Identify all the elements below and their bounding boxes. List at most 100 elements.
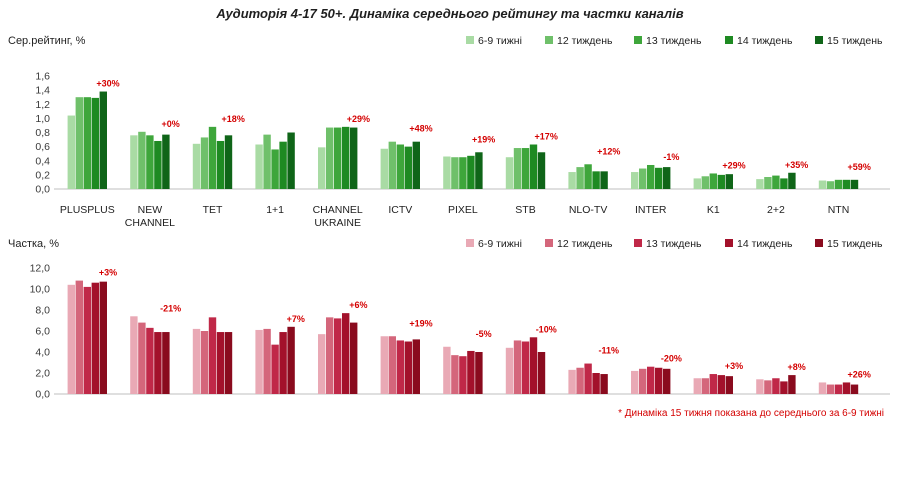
rating-legend-swatch	[725, 36, 733, 44]
share-bar	[663, 368, 671, 394]
share-bar	[537, 352, 546, 394]
share-bar	[404, 341, 412, 394]
share-legend-swatch	[815, 239, 823, 247]
share-bar	[255, 329, 263, 394]
category-label: NEW CHANNEL	[125, 204, 175, 229]
share-bar	[647, 366, 655, 394]
rating-bar	[138, 131, 146, 189]
share-legend-swatch	[634, 239, 642, 247]
rating-bar	[772, 175, 780, 189]
rating-bar	[443, 156, 451, 189]
share-bar	[451, 355, 459, 394]
rating-bar	[192, 143, 201, 189]
share-bar	[146, 327, 154, 394]
share-dynamics-label: +3%	[725, 361, 743, 371]
rating-bar	[271, 149, 279, 189]
rating-dynamics-label: +29%	[722, 160, 745, 170]
share-dynamics-label: +6%	[349, 300, 367, 310]
rating-bar	[350, 127, 358, 189]
share-bar	[568, 369, 576, 394]
rating-legend-swatch	[815, 36, 823, 44]
rating-bar	[380, 148, 388, 189]
rating-bar	[99, 91, 107, 189]
share-bar	[850, 384, 859, 394]
rating-bar	[216, 140, 225, 189]
rating-bar	[568, 172, 576, 189]
share-y-tick-label: 8,0	[35, 305, 50, 317]
rating-legend-swatch	[466, 36, 474, 44]
share-bar	[475, 352, 483, 394]
rating-bar	[342, 126, 350, 189]
share-bar	[818, 382, 827, 394]
rating-bar	[639, 168, 647, 189]
rating-legend-label: 12 тиждень	[557, 35, 613, 47]
share-bar	[138, 322, 146, 394]
rating-bar	[263, 134, 271, 189]
rating-bar	[475, 152, 483, 189]
rating-bar	[826, 181, 835, 189]
share-dynamics-label: -11%	[599, 346, 620, 356]
share-dynamics-label: +8%	[787, 362, 805, 372]
share-bar	[388, 336, 396, 394]
share-bar	[287, 326, 295, 394]
share-bar	[380, 336, 388, 394]
share-bar	[208, 317, 217, 394]
share-legend-label: 12 тиждень	[557, 238, 613, 250]
share-bar	[200, 331, 209, 394]
rating-y-tick-label: 1,2	[35, 99, 50, 111]
footnote: * Динаміка 15 тижня показана до середньо…	[618, 408, 884, 419]
share-bar	[639, 368, 647, 394]
share-bar	[756, 379, 764, 394]
rating-dynamics-label: +19%	[472, 134, 495, 144]
rating-bar	[154, 140, 162, 189]
rating-bar	[764, 176, 772, 189]
rating-bar	[67, 115, 75, 189]
rating-bar	[584, 164, 592, 189]
share-bar	[75, 280, 83, 394]
rating-dynamics-label: +17%	[535, 132, 558, 142]
share-bar	[467, 350, 475, 394]
rating-bar	[592, 171, 600, 189]
share-bar	[709, 374, 717, 394]
share-bar	[592, 373, 600, 394]
share-bar	[529, 337, 538, 394]
rating-bar	[334, 127, 342, 189]
rating-y-tick-label: 1,4	[35, 85, 50, 97]
share-bar	[459, 356, 467, 394]
rating-y-tick-label: 1,0	[35, 113, 50, 125]
rating-bar	[717, 174, 725, 189]
share-bar	[350, 322, 358, 394]
rating-bar	[701, 176, 709, 189]
rating-bar	[412, 141, 420, 189]
share-bar	[788, 375, 796, 394]
rating-bar	[521, 148, 530, 189]
category-label: INTER	[635, 204, 667, 216]
share-bar	[216, 332, 225, 394]
rating-bar	[655, 167, 663, 189]
rating-bar	[279, 141, 287, 189]
share-dynamics-label: -21%	[160, 303, 181, 313]
rating-bar	[459, 157, 467, 189]
share-panel: 0,0 2,0 4,0 6,0 8,0 10,0 12,0 +3% -21% +7% +6% +19%…	[30, 238, 890, 401]
share-bar	[279, 332, 287, 394]
share-bar	[224, 332, 233, 394]
share-dynamics-label: -10%	[536, 324, 557, 334]
category-label: 2+2	[767, 204, 785, 216]
share-bar	[521, 341, 530, 394]
rating-bar	[834, 179, 843, 189]
share-legend-label: 15 тиждень	[827, 238, 883, 250]
rating-bar	[326, 127, 334, 189]
category-label: PIXEL	[448, 204, 478, 216]
rating-bar	[725, 174, 733, 189]
category-label: PLUSPLUS	[60, 204, 115, 216]
rating-bar	[709, 173, 717, 189]
share-legend-label: 14 тиждень	[737, 238, 793, 250]
rating-dynamics-label: -1%	[663, 152, 679, 162]
share-bar	[826, 384, 835, 394]
rating-bar	[404, 146, 412, 189]
share-y-axis-label: Частка, %	[8, 238, 59, 250]
share-bar	[513, 340, 522, 394]
rating-bar	[255, 144, 263, 189]
share-bar	[91, 282, 99, 394]
share-bar	[725, 376, 733, 394]
